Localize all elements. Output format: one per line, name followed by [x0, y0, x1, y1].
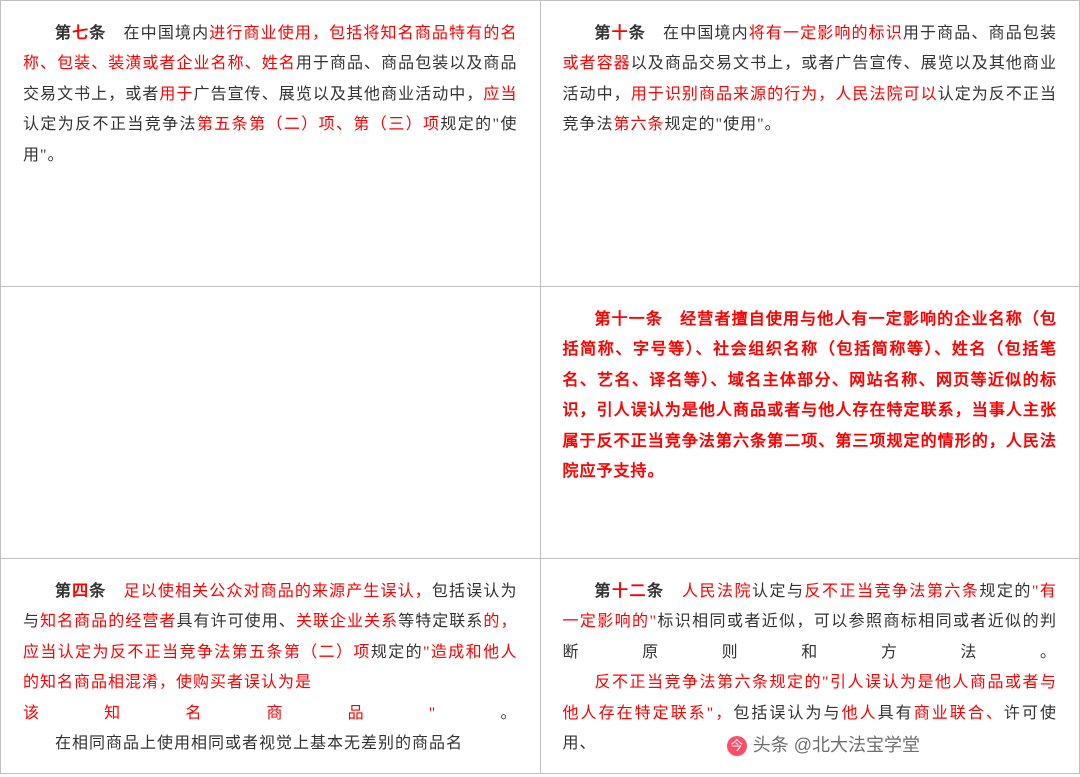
- cell-empty: [1, 287, 541, 559]
- article-number: 四: [72, 583, 89, 600]
- comparison-table: 第七条 在中国境内进行商业使用，包括将知名商品特有的名称、包装、装潢或者企业名称…: [0, 0, 1080, 774]
- article-number: 十二: [612, 583, 647, 600]
- article-label: 条: [629, 25, 646, 42]
- article-label: 第: [55, 583, 72, 600]
- cell-article-10: 第十条 在中国境内将有一定影响的标识用于商品、商品包装或者容器以及商品交易文书上…: [540, 1, 1080, 287]
- seg-list: 该知名商品"。: [23, 705, 517, 722]
- page-container: 第七条 在中国境内进行商业使用，包括将知名商品特有的名称、包装、装潢或者企业名称…: [0, 0, 1080, 774]
- article-text: 在相同商品上使用相同或者视觉上基本无差别的商品名: [23, 729, 518, 759]
- article-label: 条: [89, 25, 106, 42]
- article-text: 第七条 在中国境内进行商业使用，包括将知名商品特有的名称、包装、装潢或者企业名称…: [23, 19, 518, 171]
- seg-list: 在中国境内进行商业使用，包括将知名商品特有的名称、包装、装潢或者企业名称、姓名用…: [23, 25, 517, 164]
- article-number: 七: [72, 25, 89, 42]
- cell-article-4: 第四条 足以使相关公众对商品的来源产生误认，包括误认为与知名商品的经营者具有许可…: [1, 559, 541, 774]
- article-text-spread: 该知名商品"。: [23, 699, 518, 729]
- article-label: 条: [647, 583, 665, 600]
- article-label: 第: [595, 583, 613, 600]
- cell-article-7: 第七条 在中国境内进行商业使用，包括将知名商品特有的名称、包装、装潢或者企业名称…: [1, 1, 541, 287]
- article-label: 第: [595, 25, 612, 42]
- article-text: 第十一条 经营者擅自使用与他人有一定影响的企业名称（包括简称、字号等）、社会组织…: [563, 305, 1058, 487]
- watermark-icon: 今: [727, 736, 747, 756]
- table-row: 第十一条 经营者擅自使用与他人有一定影响的企业名称（包括简称、字号等）、社会组织…: [1, 287, 1080, 559]
- cell-article-11: 第十一条 经营者擅自使用与他人有一定影响的企业名称（包括简称、字号等）、社会组织…: [540, 287, 1080, 559]
- table-row: 第七条 在中国境内进行商业使用，包括将知名商品特有的名称、包装、装潢或者企业名称…: [1, 1, 1080, 287]
- watermark-text: 头条 @北大法宝学堂: [753, 735, 920, 755]
- article-text: 第四条 足以使相关公众对商品的来源产生误认，包括误认为与知名商品的经营者具有许可…: [23, 577, 518, 699]
- article-text: 第十条 在中国境内将有一定影响的标识用于商品、商品包装或者容器以及商品交易文书上…: [563, 19, 1058, 141]
- seg-list: 在相同商品上使用相同或者视觉上基本无差别的商品名: [55, 735, 463, 752]
- article-text: 第十二条 人民法院认定与反不正当竞争法第六条规定的"有一定影响的"标识相同或者近…: [563, 577, 1058, 668]
- watermark: 今头条 @北大法宝学堂: [727, 728, 920, 762]
- seg-list: 第十一条 经营者擅自使用与他人有一定影响的企业名称（包括简称、字号等）、社会组织…: [563, 311, 1058, 480]
- article-label: 条: [89, 583, 106, 600]
- article-label: 第: [55, 25, 72, 42]
- article-number: 十: [612, 25, 629, 42]
